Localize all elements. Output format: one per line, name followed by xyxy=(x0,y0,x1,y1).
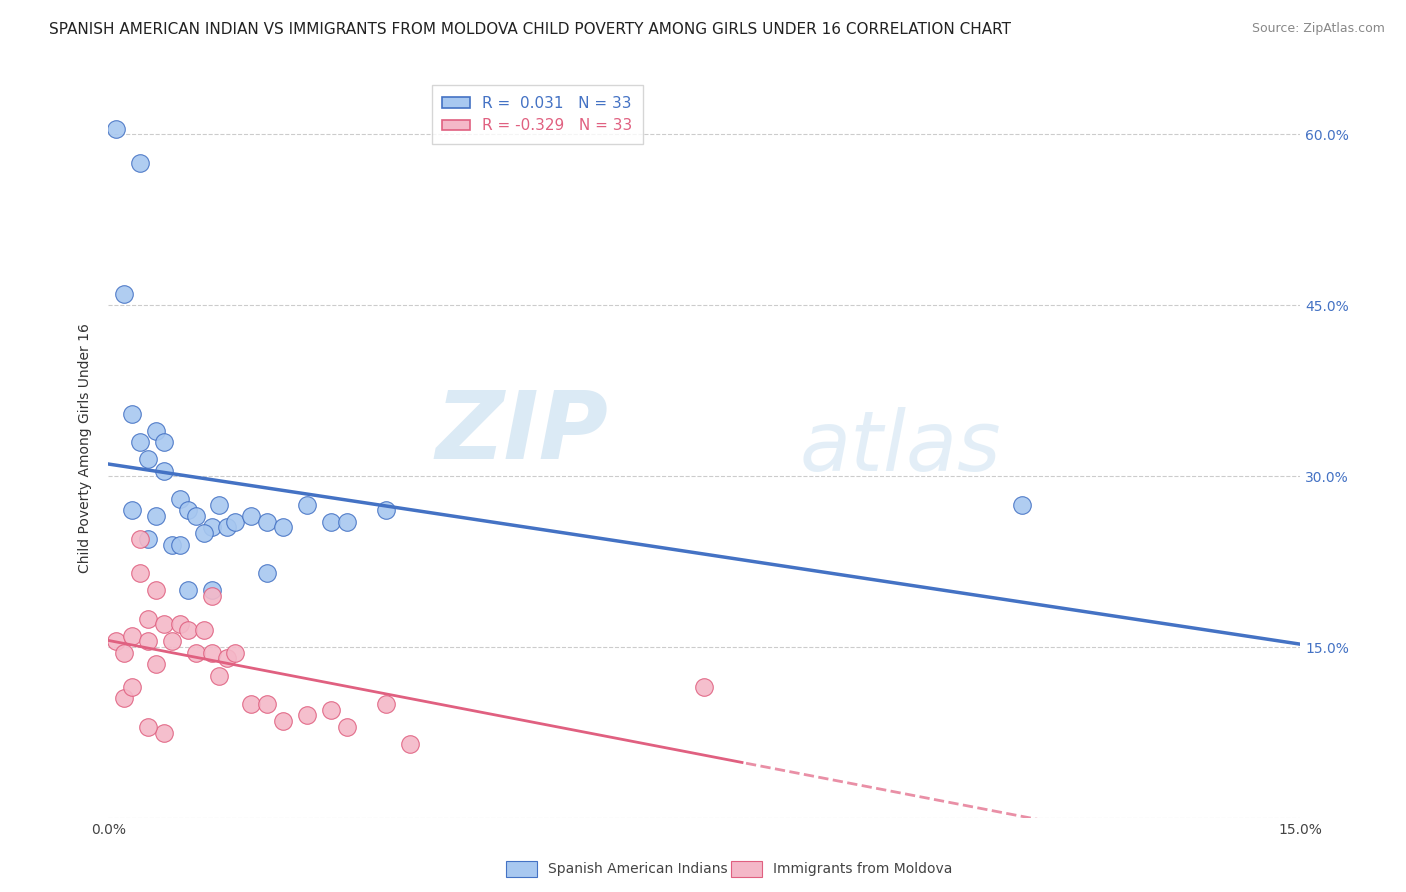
Point xyxy=(112,691,135,706)
Point xyxy=(256,566,278,580)
Point xyxy=(319,515,342,529)
Legend: R =  0.031   N = 33, R = -0.329   N = 33: R = 0.031 N = 33, R = -0.329 N = 33 xyxy=(432,85,643,145)
Point xyxy=(136,452,159,467)
Point xyxy=(105,121,128,136)
Point xyxy=(240,509,263,524)
Point xyxy=(208,498,231,512)
Point xyxy=(121,407,143,421)
Text: Source: ZipAtlas.com: Source: ZipAtlas.com xyxy=(1251,22,1385,36)
Point xyxy=(240,697,263,711)
Point xyxy=(112,286,135,301)
Point xyxy=(693,680,716,694)
Point xyxy=(129,435,152,450)
Point xyxy=(121,503,143,517)
Point xyxy=(145,424,167,438)
Point xyxy=(145,583,167,598)
Point xyxy=(153,725,176,739)
Point xyxy=(105,634,128,648)
Text: ZIP: ZIP xyxy=(436,387,609,479)
Text: atlas: atlas xyxy=(800,408,1001,488)
Point xyxy=(129,156,152,170)
Point xyxy=(112,646,135,660)
Point xyxy=(129,566,152,580)
Point xyxy=(208,668,231,682)
Point xyxy=(256,697,278,711)
Point xyxy=(121,629,143,643)
Point xyxy=(169,617,191,632)
Text: SPANISH AMERICAN INDIAN VS IMMIGRANTS FROM MOLDOVA CHILD POVERTY AMONG GIRLS UND: SPANISH AMERICAN INDIAN VS IMMIGRANTS FR… xyxy=(49,22,1011,37)
Point xyxy=(136,612,159,626)
Point xyxy=(200,520,222,534)
Point xyxy=(145,657,167,672)
Point xyxy=(121,680,143,694)
Point xyxy=(375,503,398,517)
Point xyxy=(271,714,294,728)
Point xyxy=(136,634,159,648)
Point xyxy=(176,583,198,598)
Point xyxy=(136,720,159,734)
Point xyxy=(200,589,222,603)
Point xyxy=(169,537,191,551)
Point xyxy=(336,515,359,529)
Point xyxy=(217,651,239,665)
Point xyxy=(136,532,159,546)
Point xyxy=(153,435,176,450)
Text: Spanish American Indians: Spanish American Indians xyxy=(548,862,728,876)
Point xyxy=(200,583,222,598)
Point xyxy=(200,646,222,660)
Point xyxy=(160,537,183,551)
Point xyxy=(160,634,183,648)
Point xyxy=(224,646,246,660)
Point xyxy=(193,526,215,541)
Point xyxy=(399,737,422,751)
Point xyxy=(217,520,239,534)
Point xyxy=(295,498,318,512)
Point xyxy=(153,463,176,477)
Point xyxy=(153,617,176,632)
Y-axis label: Child Poverty Among Girls Under 16: Child Poverty Among Girls Under 16 xyxy=(79,323,93,573)
Point xyxy=(145,509,167,524)
Point xyxy=(319,703,342,717)
Point xyxy=(184,509,207,524)
Point xyxy=(193,623,215,637)
Point xyxy=(375,697,398,711)
Point xyxy=(169,491,191,506)
Point xyxy=(184,646,207,660)
Point xyxy=(336,720,359,734)
Point xyxy=(1011,498,1033,512)
Point xyxy=(271,520,294,534)
Point xyxy=(295,708,318,723)
Point xyxy=(256,515,278,529)
Point xyxy=(129,532,152,546)
Point xyxy=(176,503,198,517)
Point xyxy=(224,515,246,529)
Text: Immigrants from Moldova: Immigrants from Moldova xyxy=(773,862,953,876)
Point xyxy=(176,623,198,637)
